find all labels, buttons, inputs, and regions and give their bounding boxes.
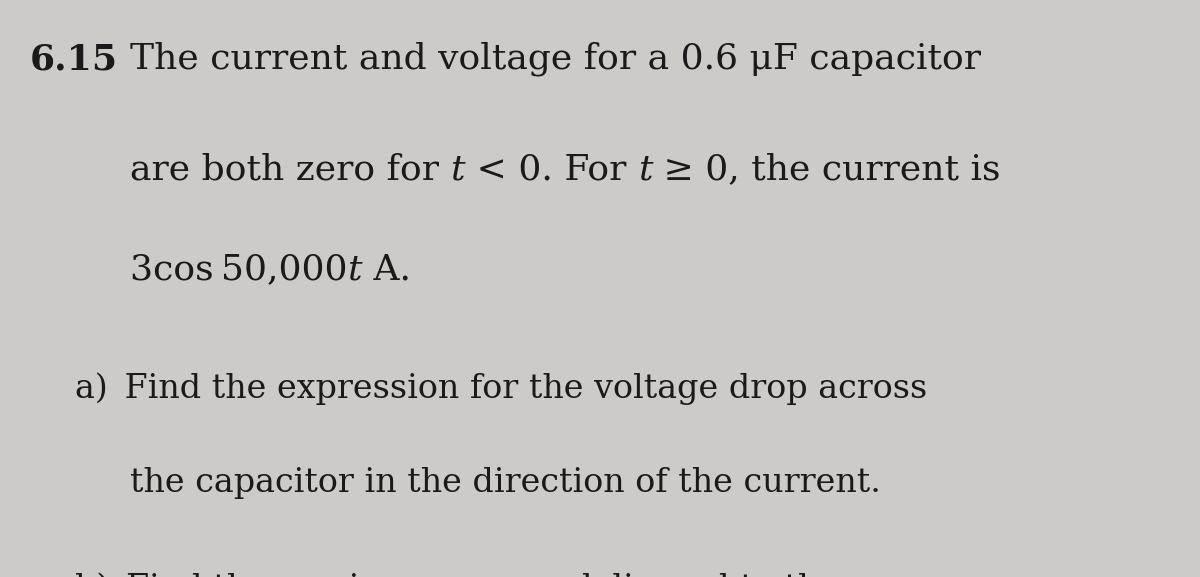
Text: ≥ 0, the current is: ≥ 0, the current is bbox=[653, 152, 1001, 186]
Text: are both zero for: are both zero for bbox=[130, 152, 450, 186]
Text: b) Find the maximum power delivered to the: b) Find the maximum power delivered to t… bbox=[74, 572, 839, 577]
Text: A.: A. bbox=[362, 252, 410, 286]
Text: 6.15: 6.15 bbox=[30, 42, 118, 76]
Text: 3cos 50,000: 3cos 50,000 bbox=[130, 252, 348, 286]
Text: t: t bbox=[348, 252, 362, 286]
Text: t: t bbox=[450, 152, 466, 186]
Text: t: t bbox=[638, 152, 653, 186]
Text: The current and voltage for a 0.6 μF capacitor: The current and voltage for a 0.6 μF cap… bbox=[130, 42, 982, 77]
Text: the capacitor in the direction of the current.: the capacitor in the direction of the cu… bbox=[130, 467, 881, 499]
Text: < 0. For: < 0. For bbox=[466, 152, 638, 186]
Text: a) Find the expression for the voltage drop across: a) Find the expression for the voltage d… bbox=[74, 372, 928, 404]
